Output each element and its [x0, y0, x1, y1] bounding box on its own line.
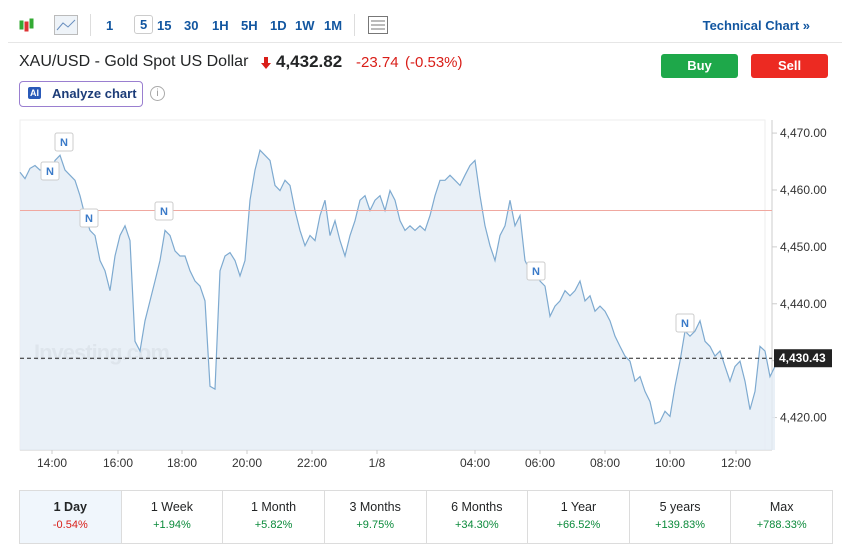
period-cell[interactable]: 5 years +139.83%: [630, 491, 732, 543]
interval-button[interactable]: 1M: [324, 18, 343, 33]
technical-chart-link[interactable]: Technical Chart »: [702, 18, 810, 33]
period-cell[interactable]: 3 Months +9.75%: [325, 491, 427, 543]
period-name: 1 Month: [250, 500, 297, 514]
period-cell[interactable]: 1 Month +5.82%: [223, 491, 325, 543]
news-marker-box: [526, 261, 546, 281]
news-marker[interactable]: N: [79, 208, 99, 228]
area-icon[interactable]: [54, 15, 78, 35]
news-marker-label: N: [160, 206, 168, 218]
period-name: 5 years: [659, 500, 701, 514]
x-tick-label: 10:00: [655, 456, 685, 470]
news-marker-label: N: [681, 318, 689, 330]
period-cell[interactable]: 1 Week +1.94%: [122, 491, 224, 543]
x-tick-label: 22:00: [297, 456, 327, 470]
news-marker-box: [54, 132, 74, 152]
news-marker[interactable]: N: [675, 313, 695, 333]
news-marker-box: [154, 201, 174, 221]
toolbar: 1 5 15 30 1H 5H 1D 1W 1M Technical Chart »: [8, 10, 842, 43]
change-pct: (-0.53%): [405, 54, 463, 71]
news-marker-label: N: [46, 166, 54, 178]
interval-button[interactable]: 30: [184, 18, 199, 33]
period-name: Max: [769, 500, 794, 514]
news-marker-box: [675, 313, 695, 333]
period-cell[interactable]: 6 Months +34.30%: [427, 491, 529, 543]
period-change: +788.33%: [756, 519, 807, 531]
period-bar: 1 Day -0.54% 1 Week +1.94% 1 Month +5.82% 3 Mo…: [19, 490, 833, 544]
x-tick-label: 04:00: [460, 456, 490, 470]
period-change: +34.30%: [454, 519, 499, 531]
y-tick-label: 4,420.00: [780, 411, 827, 425]
divider: [90, 14, 91, 36]
info-icon[interactable]: i: [150, 86, 165, 101]
news-marker[interactable]: N: [526, 261, 546, 281]
news-marker-label: N: [532, 266, 540, 278]
candle-icon[interactable]: [18, 16, 38, 34]
period-name: 6 Months: [451, 500, 503, 514]
period-change: +66.52%: [556, 519, 601, 531]
news-marker[interactable]: N: [54, 132, 74, 152]
period-change: +9.75%: [356, 519, 394, 531]
x-tick-label: 20:00: [232, 456, 262, 470]
change: -23.74: [356, 54, 399, 71]
price: 4,432.82: [276, 52, 343, 71]
y-tick-label: 4,470.00: [780, 126, 827, 140]
period-change: +5.82%: [254, 519, 293, 531]
period-cell[interactable]: 1 Day -0.54%: [20, 491, 122, 543]
period-name: 1 Day: [53, 500, 87, 514]
divider: [354, 14, 355, 36]
news-marker-box: [40, 161, 60, 181]
period-name: 1 Year: [560, 500, 597, 514]
x-tick-label: 14:00: [37, 456, 67, 470]
analyze-button[interactable]: AI Analyze chart: [19, 81, 143, 107]
y-tick-label: 4,440.00: [780, 297, 827, 311]
interval-button[interactable]: 1W: [295, 18, 315, 33]
x-tick-label: 1/8: [369, 456, 386, 470]
period-change: +1.94%: [153, 519, 191, 531]
analyze-label: Analyze chart: [52, 86, 137, 101]
ai-badge: AI: [28, 87, 41, 99]
interval-button[interactable]: 5H: [241, 18, 258, 33]
x-tick-label: 06:00: [525, 456, 555, 470]
x-tick-label: 18:00: [167, 456, 197, 470]
buy-button[interactable]: Buy: [661, 54, 738, 78]
last-price-label: 4,430.43: [779, 351, 826, 365]
period-name: 1 Week: [150, 500, 194, 514]
news-marker-label: N: [60, 137, 68, 149]
period-change: -0.54%: [52, 519, 88, 531]
period-cell[interactable]: Max +788.33%: [731, 491, 832, 543]
x-tick-label: 12:00: [721, 456, 751, 470]
x-tick-label: 16:00: [103, 456, 133, 470]
x-tick-label: 08:00: [590, 456, 620, 470]
chart: 4,420.004,430.004,440.004,450.004,460.00…: [19, 119, 832, 470]
last-price-box: [774, 349, 832, 368]
interval-button[interactable]: 5: [134, 15, 154, 34]
interval-button[interactable]: 1: [106, 18, 114, 33]
news-marker-box: [79, 208, 99, 228]
period-change: +139.83%: [655, 519, 705, 531]
interval-button[interactable]: 15: [157, 18, 172, 33]
news-marker[interactable]: N: [40, 161, 60, 181]
period-name: 3 Months: [349, 500, 401, 514]
instrument-title: XAU/USD - Gold Spot US Dollar: [19, 53, 249, 70]
y-tick-label: 4,460.00: [780, 183, 827, 197]
table-icon[interactable]: [368, 16, 388, 34]
y-tick-label: 4,450.00: [780, 240, 827, 254]
period-cell[interactable]: 1 Year +66.52%: [528, 491, 630, 543]
sell-button[interactable]: Sell: [751, 54, 828, 78]
interval-button[interactable]: 1D: [270, 18, 287, 33]
interval-button[interactable]: 1H: [212, 18, 229, 33]
news-marker-label: N: [85, 213, 93, 225]
down-arrow: [261, 57, 271, 69]
news-marker[interactable]: N: [154, 201, 174, 221]
